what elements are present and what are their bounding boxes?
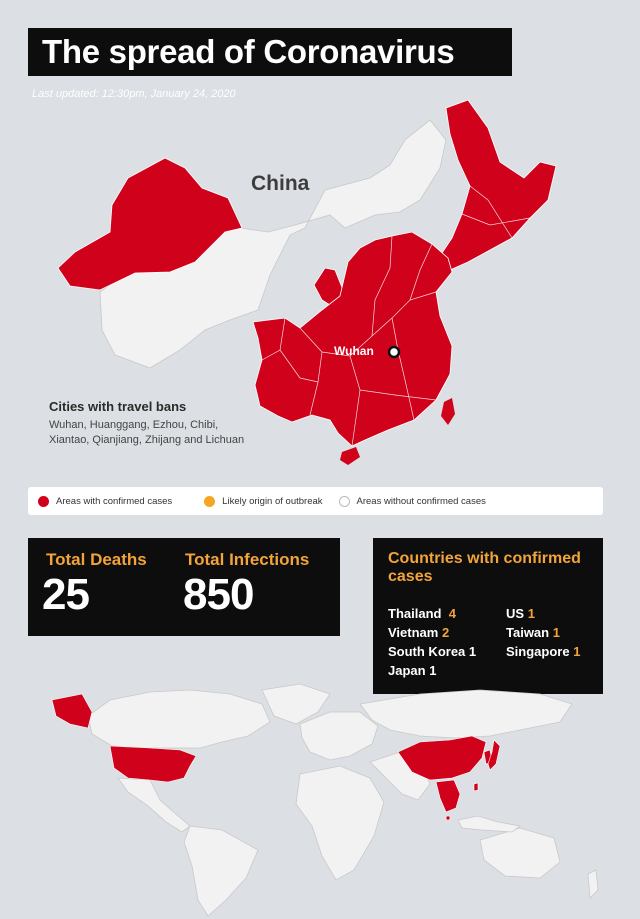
country-count: 1: [573, 644, 581, 659]
legend-label-unaffected: Areas without confirmed cases: [356, 495, 486, 507]
world-confirmed-areas: [51, 693, 501, 821]
country-entry: US 1: [506, 606, 535, 621]
country-name: Thailand: [388, 606, 442, 621]
legend-label-origin: Likely origin of outbreak: [222, 495, 323, 507]
country-entry: Thailand 4: [388, 606, 456, 621]
confirmed-dot-icon: [38, 495, 49, 507]
china-map: [57, 99, 557, 465]
country-name: US: [506, 606, 525, 621]
china-northeast-confirmed: [439, 99, 557, 271]
china-xinjiang-confirmed: [57, 157, 243, 291]
page-title: The spread of Coronavirus: [28, 28, 512, 76]
countries-panel: Countries with confirmed cases Thailand …: [373, 538, 603, 694]
last-updated-text: Last updated: 12:30pm, January 24, 2020: [32, 88, 236, 100]
japan-confirmed: [487, 739, 501, 771]
travel-bans-cities: Wuhan, Huanggang, Ezhou, Chibi, Xiantao,…: [49, 419, 245, 446]
country-name: South Korea: [388, 644, 466, 659]
total-infections-value: 850: [183, 570, 254, 619]
country-entry: South Korea 1: [388, 644, 476, 659]
country-name: Taiwan: [506, 625, 550, 640]
country-name: Singapore: [506, 644, 570, 659]
country-count: 4: [448, 606, 456, 621]
unaffected-dot-icon: [338, 495, 350, 507]
country-name: Japan: [388, 663, 426, 678]
country-count: 1: [429, 663, 437, 678]
country-count: 2: [441, 625, 450, 640]
origin-dot-icon: [204, 495, 216, 507]
singapore-confirmed: [445, 815, 451, 821]
countries-title: Countries with confirmed cases: [388, 550, 581, 585]
travel-bans-heading: Cities with travel bans: [49, 399, 187, 414]
usa-confirmed: [109, 745, 197, 783]
legend-item-unaffected: Areas without confirmed cases: [338, 495, 486, 507]
china-central-confirmed: [252, 231, 453, 447]
thailand-vietnam-confirmed: [435, 779, 461, 813]
country-name: Vietnam: [388, 625, 439, 640]
china-label: China: [251, 172, 310, 195]
hainan-confirmed: [340, 447, 360, 465]
total-infections-label: Total Infections: [185, 550, 310, 569]
country-entry: Japan 1: [388, 663, 436, 678]
country-entry: Singapore 1: [506, 644, 580, 659]
map-legend: Areas with confirmed cases Likely origin…: [28, 487, 603, 515]
taiwan-confirmed: [441, 398, 455, 425]
taiwan-world-confirmed: [473, 782, 479, 792]
wuhan-marker: [387, 345, 401, 359]
province-borders: [261, 185, 531, 447]
alaska-confirmed: [51, 693, 93, 729]
total-deaths-label: Total Deaths: [46, 550, 147, 569]
legend-item-origin: Likely origin of outbreak: [204, 495, 323, 507]
legend-label-confirmed: Areas with confirmed cases: [56, 495, 173, 507]
country-entry: Vietnam 2: [388, 625, 449, 640]
country-entry: Taiwan 1: [506, 625, 560, 640]
legend-item-confirmed: Areas with confirmed cases: [38, 495, 173, 507]
country-count: 1: [468, 644, 477, 659]
stats-panel: Total Deaths 25 Total Infections 850: [28, 538, 340, 636]
china-world-confirmed: [397, 735, 487, 781]
world-map: [51, 683, 599, 917]
wuhan-label: Wuhan: [334, 344, 374, 358]
total-deaths-value: 25: [42, 570, 90, 619]
country-count: 1: [527, 606, 535, 621]
country-count: 1: [552, 625, 560, 640]
world-landmass: [87, 683, 599, 917]
